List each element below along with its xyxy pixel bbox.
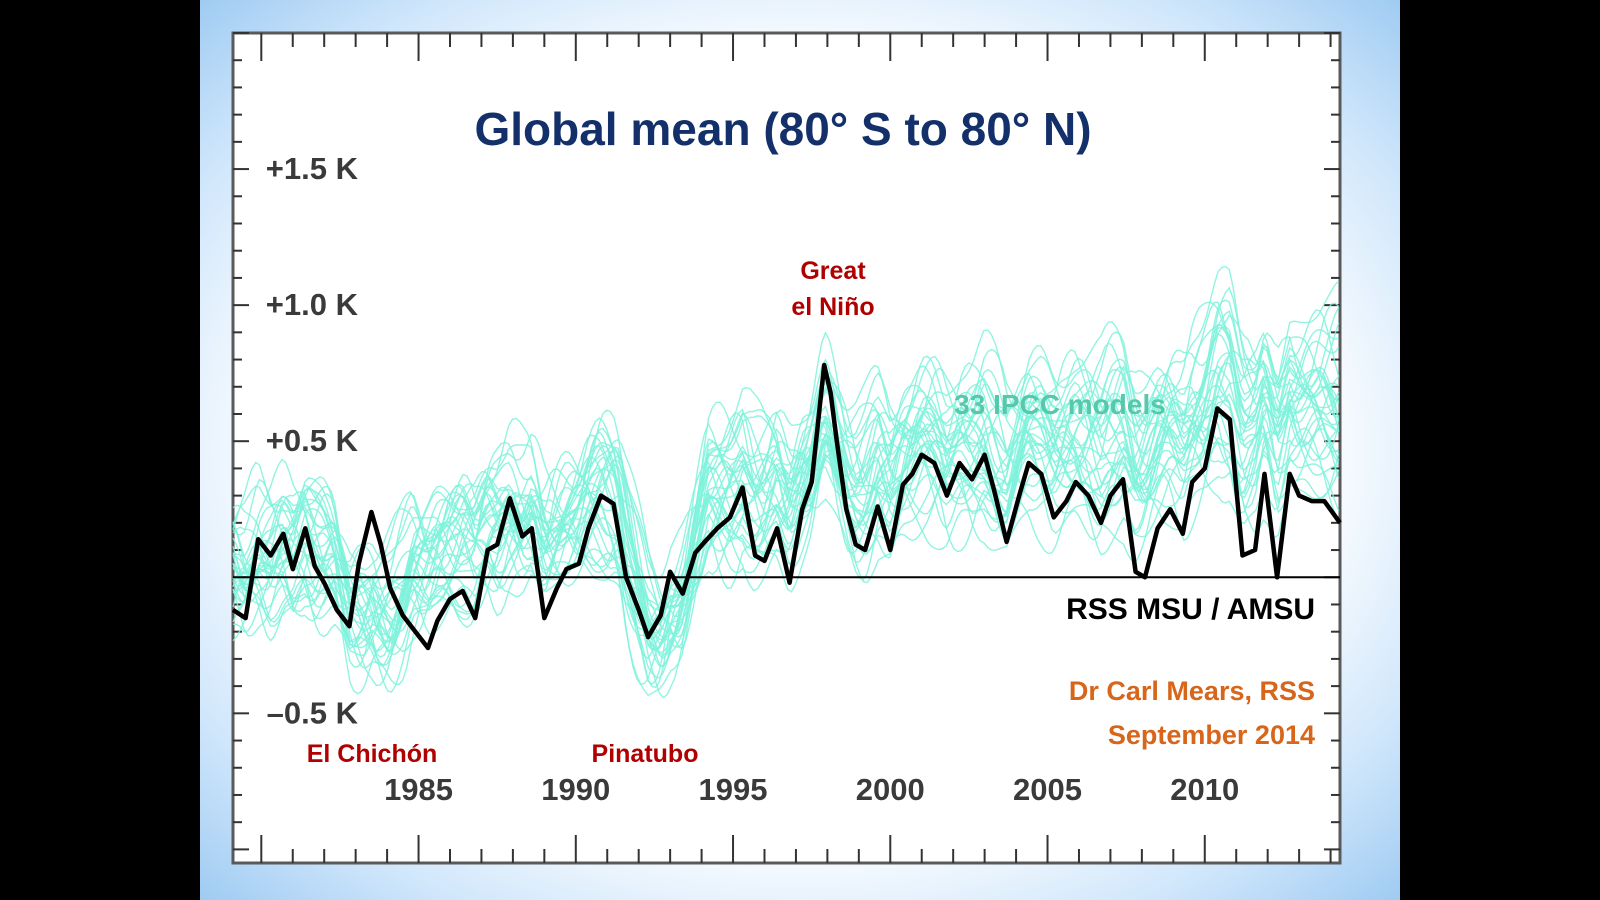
ipcc-model-line <box>232 349 1340 687</box>
ipcc-model-line <box>232 404 1340 658</box>
x-tick-label: 2010 <box>1170 772 1239 807</box>
x-tick-label: 1990 <box>541 772 610 807</box>
ipcc-model-line <box>232 414 1340 641</box>
credit-date: September 2014 <box>1108 720 1315 750</box>
x-tick-label: 2005 <box>1013 772 1082 807</box>
annotation-ipcc-models: 33 IPCC models <box>954 389 1166 420</box>
y-tick-label: +0.5 K <box>266 423 359 458</box>
ipcc-model-line <box>232 323 1340 655</box>
y-tick-label: –0.5 K <box>267 695 359 730</box>
model-lines <box>232 265 1340 699</box>
ipcc-model-line <box>232 369 1340 689</box>
chart-title: Global mean (80° S to 80° N) <box>474 103 1091 155</box>
x-tick-label: 2000 <box>856 772 925 807</box>
ipcc-model-line <box>232 346 1340 650</box>
ipcc-model-line <box>232 310 1340 628</box>
annotation-el-nino: el Niño <box>791 293 874 321</box>
credit-author: Dr Carl Mears, RSS <box>1069 676 1315 706</box>
annotation-great: Great <box>800 257 866 285</box>
ipcc-model-line <box>232 309 1340 644</box>
y-tick-label: +1.5 K <box>266 151 359 186</box>
annotation-pinatubo: Pinatubo <box>592 740 699 768</box>
x-tick-labels: 1985 1990 1995 2000 2005 2010 <box>384 772 1239 807</box>
y-tick-labels: +1.5 K +1.0 K +0.5 K –0.5 K <box>266 151 359 730</box>
x-tick-label: 1985 <box>384 772 453 807</box>
annotation-el-chichon: El Chichón <box>307 740 438 768</box>
ipcc-model-line <box>232 332 1340 667</box>
legend-rss-msu-amsu: RSS MSU / AMSU <box>1066 593 1315 626</box>
x-tick-label: 1995 <box>699 772 768 807</box>
ipcc-model-line <box>232 353 1340 652</box>
slide-background: +1.5 K +1.0 K +0.5 K –0.5 K 1985 1990 1995 200… <box>200 0 1400 900</box>
ipcc-model-line <box>232 383 1340 650</box>
y-tick-label: +1.0 K <box>266 287 359 322</box>
chart-plot: +1.5 K +1.0 K +0.5 K –0.5 K 1985 1990 1995 200… <box>231 31 1342 865</box>
rss-msu-amsu-line <box>231 362 1342 651</box>
